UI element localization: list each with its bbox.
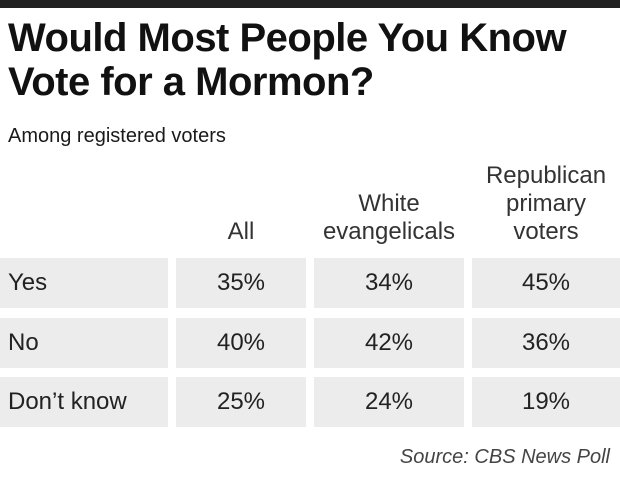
column-header-republican-primary-voters: Republican primary voters [472, 150, 620, 246]
table-cell: 36% [472, 318, 620, 368]
chart-subtitle: Among registered voters [8, 125, 226, 147]
column-header-label: Republican primary voters [485, 162, 607, 245]
column-header-label: White evangelicals [322, 190, 456, 245]
table-row-no: No 40% 42% 36% [0, 318, 620, 368]
table-row-dont-know: Don’t know 25% 24% 19% [0, 377, 620, 427]
table-cell: 40% [176, 318, 306, 368]
table-cell: 35% [176, 258, 306, 308]
column-header-all: All [176, 150, 306, 246]
top-rule [0, 0, 620, 8]
column-header-label: All [227, 218, 255, 245]
table-cell: 42% [314, 318, 464, 368]
table-cell: 24% [314, 377, 464, 427]
row-label: No [0, 318, 168, 368]
table-cell: 45% [472, 258, 620, 308]
table-row-yes: Yes 35% 34% 45% [0, 258, 620, 308]
table-cell: 34% [314, 258, 464, 308]
table-cell: 25% [176, 377, 306, 427]
row-label: Don’t know [0, 377, 168, 427]
chart-title: Would Most People You Know Vote for a Mo… [8, 16, 567, 104]
table-cell: 19% [472, 377, 620, 427]
column-header-white-evangelicals: White evangelicals [312, 150, 466, 246]
source-note: Source: CBS News Poll [399, 446, 610, 468]
row-label: Yes [0, 258, 168, 308]
